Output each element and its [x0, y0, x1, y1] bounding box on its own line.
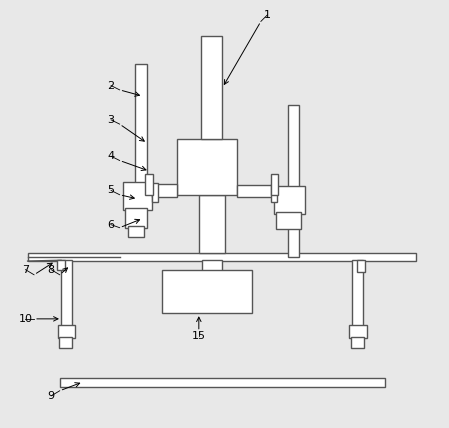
Bar: [136, 64, 147, 186]
Bar: [357, 260, 365, 272]
Text: 15: 15: [192, 331, 206, 341]
Bar: [163, 270, 252, 313]
Bar: [152, 184, 176, 197]
Bar: [177, 139, 238, 195]
Text: 7: 7: [22, 265, 29, 275]
Bar: [28, 253, 416, 261]
Text: 1: 1: [264, 10, 271, 20]
Bar: [59, 337, 72, 348]
Bar: [351, 337, 364, 348]
Text: 6: 6: [108, 220, 114, 230]
Bar: [145, 174, 153, 195]
Bar: [152, 183, 158, 202]
Bar: [288, 105, 299, 257]
Bar: [276, 212, 301, 229]
Bar: [199, 195, 225, 253]
Bar: [57, 260, 65, 270]
Text: 10: 10: [18, 314, 32, 324]
Bar: [349, 325, 366, 338]
Bar: [271, 184, 277, 202]
Text: 9: 9: [48, 391, 55, 401]
Text: 8: 8: [48, 265, 55, 275]
Bar: [60, 378, 385, 387]
Bar: [274, 186, 304, 214]
Text: 2: 2: [107, 80, 114, 91]
Text: 4: 4: [107, 151, 114, 161]
Text: 5: 5: [108, 185, 114, 196]
Bar: [202, 36, 222, 139]
Bar: [271, 174, 278, 195]
Bar: [123, 182, 152, 210]
Bar: [238, 185, 274, 197]
Bar: [61, 260, 72, 327]
Bar: [125, 208, 147, 228]
Bar: [128, 226, 144, 237]
Bar: [57, 325, 75, 338]
Bar: [352, 260, 363, 327]
Bar: [202, 260, 222, 309]
Text: 3: 3: [108, 115, 114, 125]
